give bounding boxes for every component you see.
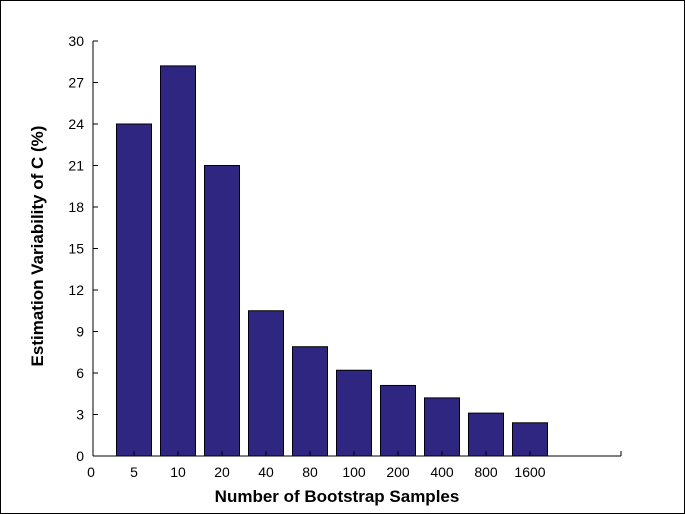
bar-20 [204, 165, 240, 457]
bars-group [116, 65, 548, 457]
y-tick-label: 0 [76, 448, 84, 464]
y-tick-label: 27 [68, 75, 84, 91]
bar-5 [116, 123, 152, 457]
x-axis-title: Number of Bootstrap Samples [215, 487, 460, 506]
x-tick-label: 5 [130, 464, 138, 480]
y-tick-label: 30 [68, 33, 84, 49]
y-tick-label: 15 [68, 241, 84, 257]
x-tick-label: 400 [430, 464, 454, 480]
bar-1600 [512, 422, 548, 457]
x-tick-label: 1600 [514, 464, 545, 480]
y-tick-label: 24 [68, 116, 84, 132]
y-tick-label: 12 [68, 282, 84, 298]
y-tick-label: 9 [76, 324, 84, 340]
bar-400 [424, 397, 460, 457]
x-tick-label: 20 [214, 464, 230, 480]
y-tick-label: 6 [76, 365, 84, 381]
x-tick-label: 40 [258, 464, 274, 480]
y-tick-label: 18 [68, 199, 84, 215]
bar-40 [248, 310, 284, 457]
bar-10 [160, 65, 196, 457]
y-tick-label: 21 [68, 158, 84, 174]
x-ticks-group: 5 10 20 40 80 100 200 400 800 1600 [130, 451, 546, 480]
x-origin-label: 0 [87, 464, 95, 480]
x-tick-label: 800 [474, 464, 498, 480]
x-tick-label: 200 [386, 464, 410, 480]
bar-800 [468, 412, 504, 457]
y-axis-title: Estimation Variability of C (%) [28, 126, 47, 367]
bar-200 [380, 384, 416, 457]
x-tick-label: 80 [302, 464, 318, 480]
bar-100 [336, 369, 372, 457]
x-tick-label: 100 [342, 464, 366, 480]
bar-80 [292, 346, 328, 457]
y-ticks-group: 0 3 6 9 12 15 18 21 24 27 30 [68, 33, 98, 464]
y-tick-label: 3 [76, 407, 84, 423]
x-tick-label: 10 [170, 464, 186, 480]
